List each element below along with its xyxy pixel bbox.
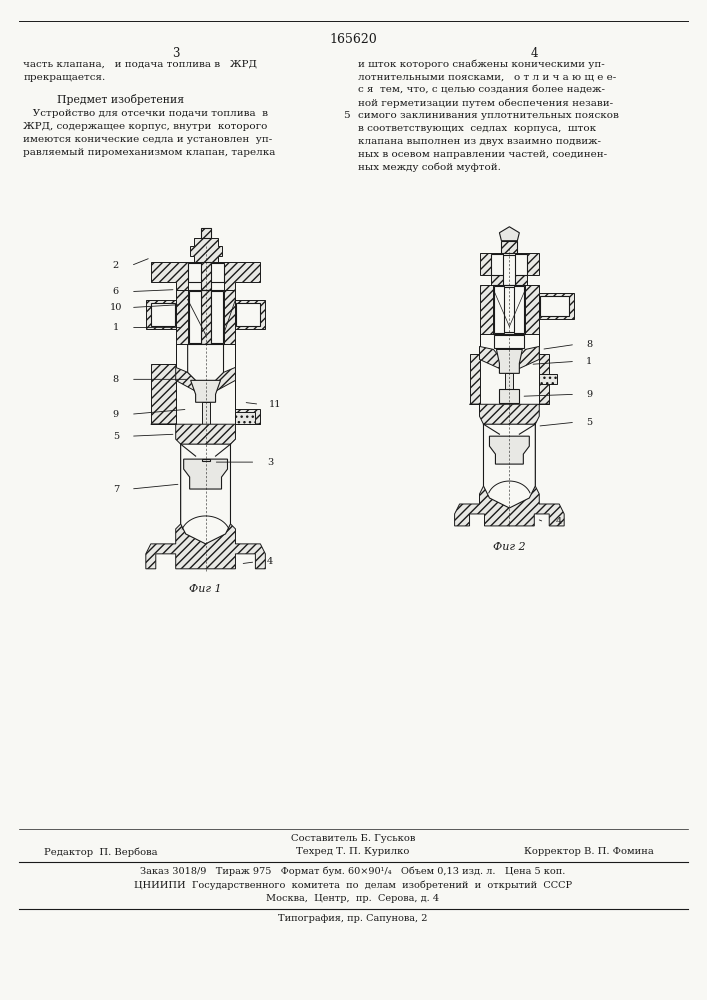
Text: ЦНИИПИ  Государственного  комитета  по  делам  изобретений  и  открытий  СССР: ЦНИИПИ Государственного комитета по дела… xyxy=(134,881,572,890)
Polygon shape xyxy=(191,380,221,402)
Bar xyxy=(504,285,515,334)
Text: 6: 6 xyxy=(113,287,119,296)
Bar xyxy=(499,389,520,403)
Polygon shape xyxy=(223,290,235,344)
Text: ной герметизации путем обеспечения незави-: ной герметизации путем обеспечения незав… xyxy=(358,98,613,108)
Text: имеются конические седла и установлен  уп-: имеются конические седла и установлен уп… xyxy=(23,135,273,144)
Text: 5: 5 xyxy=(113,432,119,441)
Text: Редактор  П. Вербова: Редактор П. Вербова xyxy=(44,847,158,857)
Bar xyxy=(201,459,209,461)
Polygon shape xyxy=(176,290,187,344)
Polygon shape xyxy=(176,367,198,392)
Polygon shape xyxy=(525,285,539,334)
Polygon shape xyxy=(484,424,535,508)
Polygon shape xyxy=(189,238,221,262)
Text: 4: 4 xyxy=(530,47,538,60)
Text: лотнительными поясками,   о т л и ч а ю щ е е-: лотнительными поясками, о т л и ч а ю щ … xyxy=(358,72,617,81)
Bar xyxy=(501,241,518,253)
Polygon shape xyxy=(499,227,520,241)
Text: 11: 11 xyxy=(269,400,281,409)
Text: Заказ 3018/9   Тираж 975   Формат бум. 60×90¹/₄   Объем 0,13 изд. л.   Цена 5 ко: Заказ 3018/9 Тираж 975 Формат бум. 60×90… xyxy=(140,867,566,876)
Text: прекращается.: прекращается. xyxy=(23,73,105,82)
Polygon shape xyxy=(184,459,228,489)
Polygon shape xyxy=(235,300,265,329)
Text: 9: 9 xyxy=(113,410,119,419)
Text: Типография, пр. Сапунова, 2: Типография, пр. Сапунова, 2 xyxy=(279,914,428,923)
Bar xyxy=(503,253,515,285)
Polygon shape xyxy=(504,287,515,332)
Polygon shape xyxy=(146,300,176,329)
Polygon shape xyxy=(151,303,175,326)
Polygon shape xyxy=(503,255,515,285)
Polygon shape xyxy=(479,346,501,369)
Bar xyxy=(506,403,513,421)
Text: 5: 5 xyxy=(344,111,350,120)
Polygon shape xyxy=(146,424,265,569)
Polygon shape xyxy=(192,445,220,461)
Polygon shape xyxy=(539,334,549,404)
Polygon shape xyxy=(187,344,223,397)
Text: равляемый пиромеханизмом клапан, тарелка: равляемый пиромеханизмом клапан, тарелка xyxy=(23,148,276,157)
Text: ных в осевом направлении частей, соединен-: ных в осевом направлении частей, соедине… xyxy=(358,150,607,159)
Text: ЖРД, содержащее корпус, внутри  которого: ЖРД, содержащее корпус, внутри которого xyxy=(23,122,268,131)
Polygon shape xyxy=(489,436,530,464)
Text: Предмет изобретения: Предмет изобретения xyxy=(57,94,185,105)
Text: 7: 7 xyxy=(113,485,119,494)
Bar xyxy=(201,290,211,344)
Text: 10: 10 xyxy=(110,303,122,312)
Text: 4: 4 xyxy=(267,557,274,566)
Polygon shape xyxy=(496,349,522,373)
Text: Фиг 1: Фиг 1 xyxy=(189,584,222,594)
Polygon shape xyxy=(540,296,569,316)
Text: с я  тем, что, с целью создания более надеж-: с я тем, что, с целью создания более над… xyxy=(358,85,605,94)
Text: ных между собой муфтой.: ных между собой муфтой. xyxy=(358,163,501,172)
Polygon shape xyxy=(539,293,574,319)
Polygon shape xyxy=(494,286,525,333)
Text: 165620: 165620 xyxy=(329,33,377,46)
Text: симого заклинивания уплотнительных поясков: симого заклинивания уплотнительных пояск… xyxy=(358,111,619,120)
Polygon shape xyxy=(151,344,176,424)
Text: Составитель Б. Гуськов: Составитель Б. Гуськов xyxy=(291,834,415,843)
Polygon shape xyxy=(479,253,539,285)
Text: 3: 3 xyxy=(172,47,180,60)
Text: 5: 5 xyxy=(586,418,592,427)
Polygon shape xyxy=(235,412,255,424)
Polygon shape xyxy=(189,291,201,343)
Text: Техред Т. П. Курилко: Техред Т. П. Курилко xyxy=(296,847,409,856)
Text: 9: 9 xyxy=(586,390,592,399)
Bar xyxy=(201,228,211,238)
Polygon shape xyxy=(469,334,479,404)
Polygon shape xyxy=(214,367,235,392)
Text: 1: 1 xyxy=(586,357,592,366)
Text: Корректор В. П. Фомина: Корректор В. П. Фомина xyxy=(524,847,654,856)
Polygon shape xyxy=(491,254,527,275)
Polygon shape xyxy=(518,346,539,369)
Polygon shape xyxy=(235,344,260,424)
Text: Фиг 2: Фиг 2 xyxy=(493,542,526,552)
Polygon shape xyxy=(494,335,525,348)
Text: Москва,  Центр,  пр.  Серова, д. 4: Москва, Центр, пр. Серова, д. 4 xyxy=(267,894,440,903)
Polygon shape xyxy=(151,262,260,290)
Text: в соответствующих  седлах  корпуса,  шток: в соответствующих седлах корпуса, шток xyxy=(358,124,596,133)
Text: и шток которого снабжены коническими уп-: и шток которого снабжены коническими уп- xyxy=(358,59,604,69)
Polygon shape xyxy=(211,291,223,343)
Text: 3: 3 xyxy=(267,458,274,467)
Polygon shape xyxy=(181,444,230,544)
Text: 2: 2 xyxy=(113,261,119,270)
Text: клапана выполнен из двух взаимно подвиж-: клапана выполнен из двух взаимно подвиж- xyxy=(358,137,601,146)
Text: часть клапана,   и подача топлива в   ЖРД: часть клапана, и подача топлива в ЖРД xyxy=(23,59,257,68)
Bar xyxy=(506,373,513,391)
Polygon shape xyxy=(455,404,564,526)
Text: 8: 8 xyxy=(586,340,592,349)
Text: Устройство для отсечки подачи топлива  в: Устройство для отсечки подачи топлива в xyxy=(23,109,268,118)
Bar xyxy=(201,402,209,447)
Text: 1: 1 xyxy=(113,323,119,332)
Text: 8: 8 xyxy=(113,375,119,384)
Polygon shape xyxy=(479,285,493,334)
Bar xyxy=(201,262,211,290)
Text: 4: 4 xyxy=(556,517,562,526)
Polygon shape xyxy=(236,303,260,326)
Polygon shape xyxy=(187,263,223,282)
Polygon shape xyxy=(539,374,557,384)
